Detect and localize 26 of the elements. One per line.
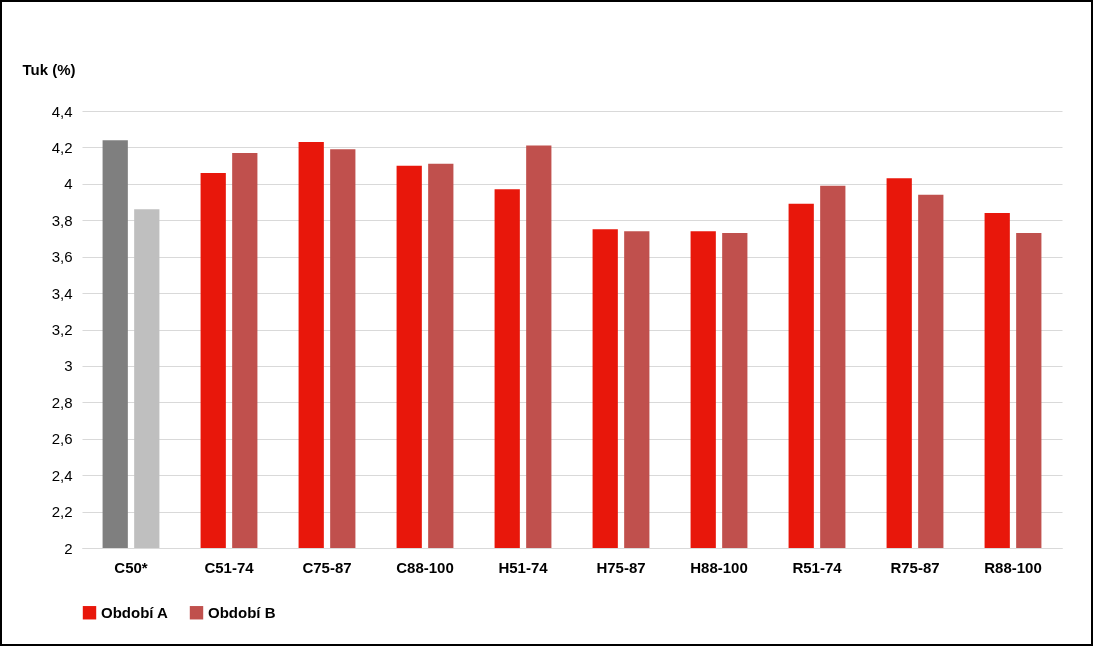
y-tick-label: 3,2 <box>51 321 73 338</box>
y-tick-label: 3,8 <box>51 211 73 229</box>
x-tick-label: R51-74 <box>792 558 843 576</box>
y-axis-title: Tuk (%) <box>22 60 76 78</box>
x-tick-label: C51-74 <box>204 558 255 576</box>
x-tick-label: H88-100 <box>690 558 748 576</box>
y-tick-label: 2,2 <box>51 503 73 521</box>
x-tick-label: R88-100 <box>984 558 1042 576</box>
y-tick-label: 3 <box>64 357 73 375</box>
y-tick-label: 4,4 <box>51 102 73 120</box>
legend-label: Období A <box>101 603 169 621</box>
x-tick-label: H75-87 <box>596 558 646 576</box>
y-tick-label: 4,2 <box>51 138 73 156</box>
y-tick-label: 2 <box>64 539 73 557</box>
y-tick-label: 2,8 <box>51 393 73 411</box>
y-tick-label: 2,6 <box>51 430 73 448</box>
y-tick-label: 4 <box>64 175 73 193</box>
y-tick-label: 3,6 <box>51 248 73 266</box>
x-tick-label: C50* <box>114 558 148 576</box>
y-tick-label: 3,4 <box>51 284 73 302</box>
legend-label: Období B <box>208 603 276 621</box>
x-tick-label: H51-74 <box>498 558 549 576</box>
x-tick-label: C88-100 <box>396 558 454 576</box>
y-tick-label: 2,4 <box>51 466 73 484</box>
x-tick-label: R75-87 <box>890 558 940 576</box>
x-tick-label: C75-87 <box>302 558 352 576</box>
